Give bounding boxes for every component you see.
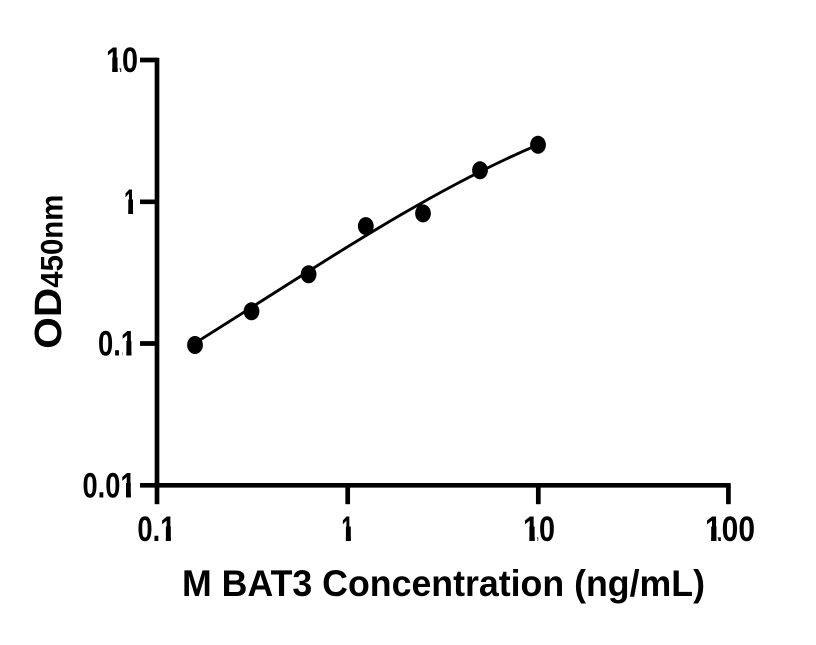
svg-text:OD450nm: OD450nm (28, 195, 70, 349)
svg-text:M BAT3 Concentration (ng/mL): M BAT3 Concentration (ng/mL) (182, 563, 705, 604)
svg-text:10: 10 (106, 41, 138, 80)
svg-text:10: 10 (523, 510, 555, 549)
